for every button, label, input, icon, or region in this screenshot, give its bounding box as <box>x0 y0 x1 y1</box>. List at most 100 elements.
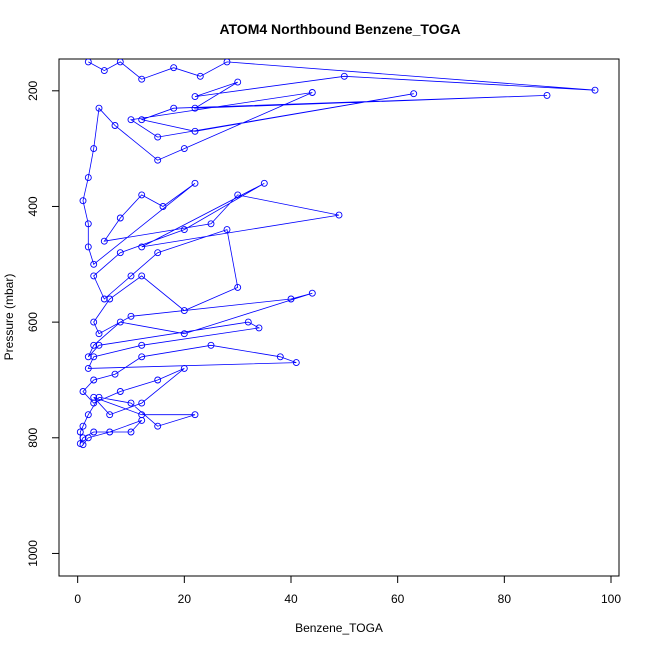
data-point <box>543 91 551 99</box>
data-point <box>191 93 199 101</box>
data-point <box>276 353 284 361</box>
x-tick-label: 80 <box>498 592 512 606</box>
y-axis-label: Pressure (mbar) <box>2 274 16 361</box>
data-point <box>84 411 92 419</box>
data-point <box>127 399 135 407</box>
data-point <box>308 289 316 297</box>
data-point <box>100 295 108 303</box>
data-point <box>84 174 92 182</box>
data-point <box>90 428 98 436</box>
data-point <box>106 411 114 419</box>
data-point <box>90 376 98 384</box>
data-point <box>287 295 295 303</box>
x-tick-label: 40 <box>284 592 298 606</box>
x-axis: 0 20 40 60 80 100 <box>74 575 621 606</box>
data-point <box>191 127 199 135</box>
series-line <box>79 61 596 445</box>
data-point <box>106 295 114 303</box>
data-point <box>116 214 124 222</box>
data-point <box>138 272 146 280</box>
data-point <box>127 116 135 124</box>
data-point <box>79 388 87 395</box>
data-point <box>111 122 119 129</box>
x-tick-label: 20 <box>178 592 192 606</box>
y-tick-label: 800 <box>26 427 40 447</box>
data-point <box>180 226 188 234</box>
data-point <box>138 75 146 83</box>
data-point <box>79 441 87 449</box>
data-point <box>138 399 146 407</box>
data-point <box>95 341 103 349</box>
data-point <box>116 249 124 257</box>
x-tick-label: 0 <box>74 592 81 606</box>
data-point <box>90 145 98 153</box>
data-point <box>84 353 92 361</box>
data-point <box>138 191 146 199</box>
data-point <box>90 353 98 361</box>
data-point <box>90 393 98 401</box>
data-point <box>95 393 103 401</box>
y-tick-label: 1000 <box>26 540 40 567</box>
data-point <box>84 59 92 66</box>
data-point <box>340 72 348 80</box>
data-point <box>138 116 146 124</box>
data-point <box>335 211 343 219</box>
data-point <box>234 283 242 291</box>
data-point <box>191 411 199 419</box>
x-axis-label: Benzene_TOGA <box>295 621 383 635</box>
y-tick-label: 400 <box>26 196 40 216</box>
data-point <box>154 133 162 141</box>
series-layer <box>76 59 599 449</box>
data-point <box>196 72 204 80</box>
data-point <box>591 86 599 94</box>
data-point <box>180 307 188 315</box>
data-point <box>138 243 146 251</box>
x-tick-label: 100 <box>601 592 621 606</box>
data-point <box>154 249 162 257</box>
plot-frame <box>58 58 620 577</box>
y-tick-label: 200 <box>26 80 40 100</box>
data-point <box>79 197 87 205</box>
data-point <box>100 67 108 75</box>
data-point <box>244 318 252 326</box>
data-point <box>207 341 215 349</box>
data-point <box>308 89 316 96</box>
chart-title: ATOM4 Northbound Benzene_TOGA <box>219 21 460 37</box>
data-point <box>116 318 124 326</box>
data-point <box>127 428 135 436</box>
data-point <box>180 364 188 372</box>
data-point <box>138 353 146 361</box>
data-point <box>180 145 188 153</box>
data-point <box>170 104 178 112</box>
data-point <box>116 59 124 66</box>
data-point <box>234 191 242 199</box>
data-point <box>84 220 92 228</box>
data-point <box>76 428 84 436</box>
data-point <box>159 203 167 210</box>
data-point <box>260 179 268 187</box>
data-point <box>90 341 98 349</box>
data-point <box>154 422 162 430</box>
y-tick-label: 600 <box>26 312 40 332</box>
data-point <box>100 237 108 245</box>
data-point <box>292 359 300 367</box>
data-point <box>154 376 162 384</box>
data-point <box>255 324 263 332</box>
data-point <box>410 90 418 98</box>
data-point <box>223 226 231 234</box>
data-point <box>106 428 114 436</box>
data-point <box>170 64 178 72</box>
data-point <box>90 318 98 326</box>
data-point <box>90 272 98 280</box>
data-point <box>84 364 92 372</box>
data-point <box>234 78 242 86</box>
data-point <box>127 272 135 280</box>
data-point <box>138 341 146 349</box>
data-point <box>95 104 103 112</box>
data-point <box>84 434 92 442</box>
data-point <box>111 370 119 378</box>
data-point <box>79 434 87 442</box>
data-point <box>180 330 188 338</box>
data-point <box>154 156 162 164</box>
